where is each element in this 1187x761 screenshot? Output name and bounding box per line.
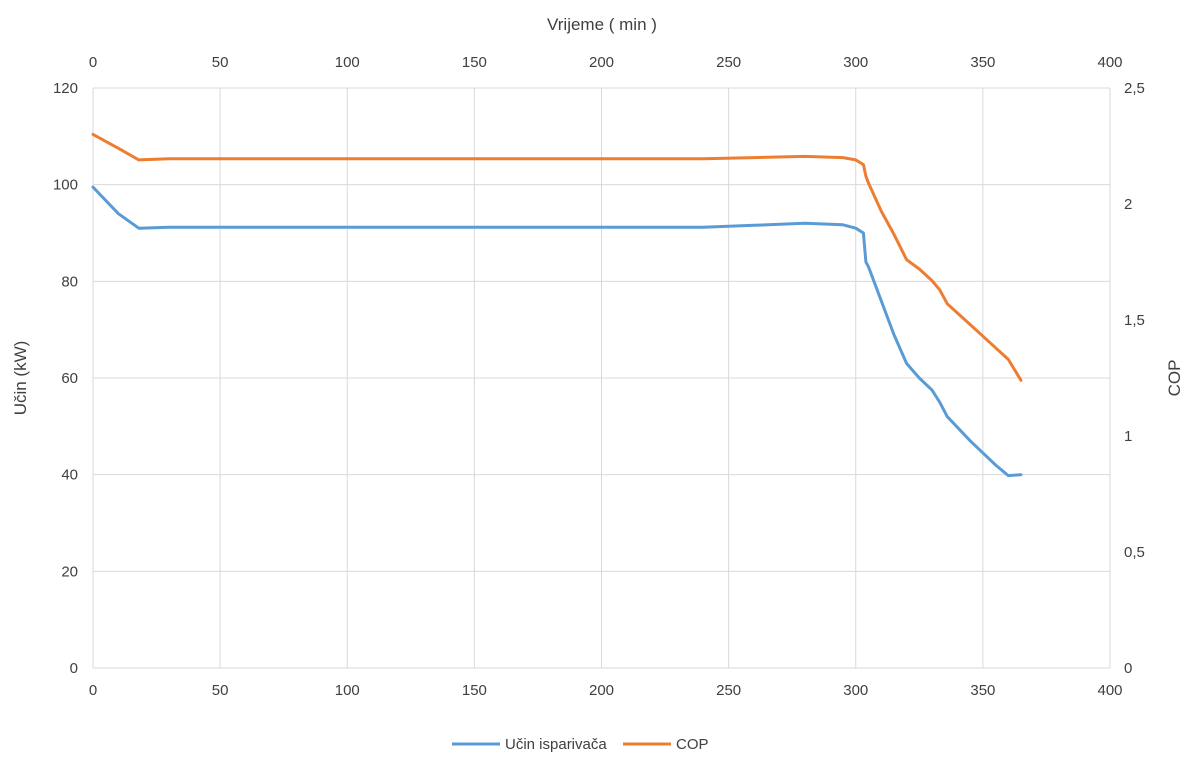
y-tick-label-left: 60 — [61, 370, 78, 387]
x-tick-label-top: 100 — [335, 54, 360, 71]
x-tick-label-bottom: 250 — [716, 682, 741, 699]
y-tick-label-right: 2 — [1124, 196, 1132, 213]
x-tick-label-top: 400 — [1097, 54, 1122, 71]
legend-label-ucin: Učin isparivača — [505, 736, 607, 753]
legend-label-cop: COP — [676, 736, 709, 753]
x-tick-label-top: 0 — [89, 54, 97, 71]
y-tick-label-left: 120 — [53, 80, 78, 97]
x-tick-label-top: 200 — [589, 54, 614, 71]
tick-labels: 0050501001001501502002002502503003003503… — [53, 54, 1145, 699]
y-tick-label-right: 1 — [1124, 428, 1132, 445]
x-tick-label-bottom: 400 — [1097, 682, 1122, 699]
series-line-ucin-isparivaca — [91, 185, 1023, 478]
series-line-cop — [91, 132, 1023, 382]
y-tick-label-left: 0 — [70, 660, 78, 677]
x-tick-label-top: 50 — [212, 54, 229, 71]
y-tick-label-left: 100 — [53, 177, 78, 194]
y-tick-label-left: 40 — [61, 467, 78, 484]
series-layer — [91, 132, 1023, 478]
y-tick-label-left: 20 — [61, 563, 78, 580]
x-tick-label-top: 250 — [716, 54, 741, 71]
x-tick-label-bottom: 50 — [212, 682, 229, 699]
right-axis-title: COP — [1165, 360, 1184, 397]
top-axis-title: Vrijeme ( min ) — [547, 15, 657, 34]
x-tick-label-top: 300 — [843, 54, 868, 71]
grid — [92, 87, 1111, 669]
x-tick-label-bottom: 150 — [462, 682, 487, 699]
x-tick-label-bottom: 200 — [589, 682, 614, 699]
y-tick-label-right: 0,5 — [1124, 544, 1145, 561]
y-tick-label-right: 2,5 — [1124, 80, 1145, 97]
x-tick-label-bottom: 0 — [89, 682, 97, 699]
x-tick-label-bottom: 100 — [335, 682, 360, 699]
legend: Učin isparivača COP — [452, 736, 709, 753]
y-tick-label-right: 1,5 — [1124, 312, 1145, 329]
x-tick-label-top: 150 — [462, 54, 487, 71]
x-tick-label-top: 350 — [970, 54, 995, 71]
x-tick-label-bottom: 350 — [970, 682, 995, 699]
y-tick-label-left: 80 — [61, 273, 78, 290]
y-tick-label-right: 0 — [1124, 660, 1132, 677]
left-axis-title: Učin (kW) — [11, 341, 30, 416]
x-tick-label-bottom: 300 — [843, 682, 868, 699]
